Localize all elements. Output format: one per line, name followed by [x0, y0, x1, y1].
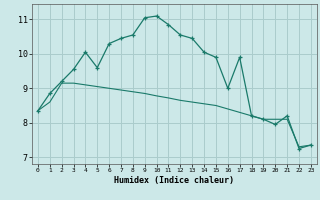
- X-axis label: Humidex (Indice chaleur): Humidex (Indice chaleur): [115, 176, 234, 185]
